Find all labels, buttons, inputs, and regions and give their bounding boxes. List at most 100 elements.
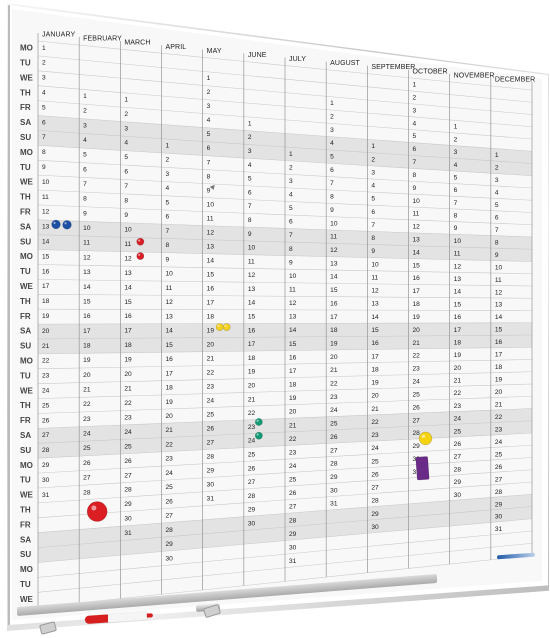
date-number: 23	[413, 366, 421, 373]
date-number: 13	[42, 224, 50, 231]
date-number: 17	[166, 370, 174, 377]
green-magnet[interactable]	[254, 418, 263, 426]
weekday-label-su: SU	[20, 133, 31, 142]
weekend-row-shade	[367, 336, 409, 350]
yellow-magnet[interactable]	[215, 323, 224, 332]
date-number: 28	[330, 461, 338, 468]
date-number: 5	[83, 152, 87, 159]
date-number: 2	[454, 136, 458, 143]
date-number: 12	[330, 247, 338, 254]
weekday-label-th: TH	[20, 401, 31, 410]
date-number: 24	[207, 398, 215, 405]
weekend-row-shade	[449, 497, 491, 514]
weekday-label-tu: TU	[20, 267, 31, 276]
date-number: 19	[42, 313, 50, 320]
date-number: 17	[83, 328, 91, 335]
date-number: 17	[495, 352, 503, 359]
date-number: 23	[248, 424, 256, 431]
date-number: 31	[495, 526, 503, 533]
month-label-january: JANUARY	[42, 32, 75, 39]
date-number: 6	[454, 187, 458, 194]
date-number: 14	[454, 289, 462, 296]
date-number: 1	[248, 120, 252, 127]
weekend-row-shade	[38, 529, 80, 548]
month-label-april: APRIL	[166, 44, 187, 51]
date-number: 23	[83, 416, 91, 423]
date-number: 22	[289, 436, 297, 443]
date-number: 25	[454, 428, 462, 435]
date-number: 29	[371, 511, 379, 518]
date-number: 19	[124, 357, 132, 364]
date-number: 26	[248, 465, 256, 472]
date-number: 15	[289, 341, 297, 348]
date-number: 9	[330, 207, 334, 214]
weekday-label-fr: FR	[20, 416, 31, 425]
date-number: 10	[454, 238, 462, 245]
date-number: 9	[166, 256, 170, 263]
date-number: 17	[330, 314, 338, 321]
red-magnet[interactable]	[136, 252, 145, 260]
date-number: 9	[371, 248, 375, 255]
weekend-row-shade	[120, 323, 162, 339]
date-number: 13	[83, 269, 91, 276]
date-number: 30	[248, 520, 256, 527]
blue-magnet[interactable]	[62, 220, 72, 230]
date-number: 3	[248, 148, 252, 155]
red-magnet[interactable]	[136, 237, 145, 246]
date-number: 31	[42, 492, 50, 499]
date-number: 16	[166, 356, 174, 363]
date-number: 24	[289, 463, 297, 470]
date-number: 5	[42, 104, 46, 111]
date-number: 25	[371, 458, 379, 465]
date-number: 19	[83, 357, 91, 364]
date-number: 13	[124, 270, 132, 277]
blue-magnet[interactable]	[51, 219, 61, 230]
month-label-august: AUGUST	[330, 60, 360, 67]
date-number: 15	[166, 342, 174, 349]
date-number: 27	[413, 417, 421, 424]
date-number: 28	[289, 517, 297, 524]
date-number: 7	[371, 222, 375, 229]
date-number: 5	[166, 199, 170, 206]
date-number: 30	[124, 516, 132, 523]
date-number: 7	[248, 203, 252, 210]
date-number: 7	[42, 134, 46, 141]
date-number: 11	[207, 215, 214, 222]
date-number: 12	[495, 289, 503, 296]
date-number: 19	[371, 380, 379, 387]
date-number: 24	[248, 438, 256, 445]
date-number: 21	[413, 340, 421, 347]
green-magnet[interactable]	[254, 431, 263, 440]
large-yellow-magnet[interactable]	[418, 431, 433, 446]
date-number: 22	[248, 410, 256, 417]
weekend-row-shade	[120, 423, 162, 440]
date-number: 28	[413, 430, 421, 437]
date-number: 3	[330, 127, 334, 134]
date-number: 19	[207, 327, 215, 334]
weekday-label-mo: MO	[20, 44, 33, 53]
date-number: 13	[207, 243, 215, 250]
date-number: 28	[124, 487, 132, 494]
weekday-label-sa: SA	[20, 431, 31, 440]
date-number: 20	[330, 354, 338, 361]
weekend-row-shade	[79, 235, 121, 252]
date-number: 18	[248, 355, 256, 362]
yellow-magnet[interactable]	[222, 323, 231, 331]
date-number: 23	[371, 432, 379, 439]
date-number: 17	[124, 328, 132, 335]
date-number: 18	[42, 298, 50, 305]
weekday-label-tu: TU	[20, 163, 31, 172]
date-number: 7	[454, 200, 458, 207]
weekday-label-tu: TU	[20, 371, 31, 380]
weekend-row-shade	[161, 435, 203, 452]
date-number: 20	[124, 371, 132, 378]
date-number: 7	[207, 159, 211, 166]
purple-magnet[interactable]	[415, 456, 430, 481]
weekend-row-shade	[490, 335, 532, 348]
date-number: 2	[330, 113, 334, 120]
date-number: 28	[371, 498, 379, 505]
weekend-row-shade	[449, 410, 491, 425]
date-number: 19	[289, 395, 297, 402]
large-red-magnet[interactable]	[86, 501, 108, 522]
weekday-label-su: SU	[20, 237, 31, 246]
